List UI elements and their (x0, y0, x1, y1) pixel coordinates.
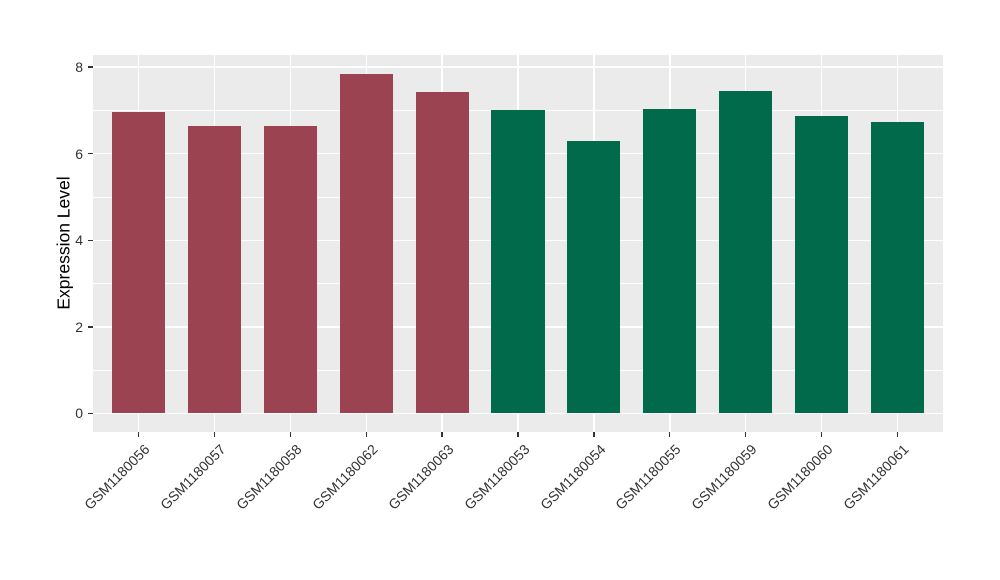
x-tick-mark (896, 432, 899, 437)
y-tick-label: 0 (75, 405, 83, 422)
x-tick-label: GSM1180053 (460, 441, 533, 513)
bar-GSM1180055 (643, 109, 697, 414)
bar-GSM1180057 (187, 126, 241, 414)
x-tick-label: GSM1180063 (384, 441, 457, 513)
x-tick-mark (365, 432, 367, 437)
y-tick-label: 8 (75, 59, 83, 76)
bar-GSM1180061 (870, 121, 925, 414)
x-tick-mark (137, 432, 140, 437)
x-tick-mark (213, 432, 216, 437)
x-tick-mark (441, 432, 443, 437)
x-tick-label: GSM1180061 (840, 441, 912, 513)
y-tick-label: 6 (75, 145, 83, 162)
x-tick-label: GSM1180058 (232, 441, 305, 513)
x-tick-label: GSM1180054 (536, 441, 609, 513)
x-tick-label: GSM1180057 (157, 441, 229, 513)
bar-GSM1180054 (567, 140, 621, 414)
y-tick-label: 4 (75, 232, 83, 249)
bar-GSM1180060 (795, 116, 849, 414)
x-tick-mark (669, 432, 671, 437)
bar-GSM1180056 (111, 111, 166, 414)
y-tick-mark (88, 412, 93, 415)
y-tick-label: 2 (75, 318, 83, 335)
x-tick-label: GSM1180055 (612, 441, 685, 513)
bar-GSM1180063 (415, 91, 469, 414)
x-tick-label: GSM1180060 (764, 441, 836, 513)
y-tick-mark (88, 239, 93, 241)
x-tick-label: GSM1180059 (688, 441, 761, 513)
y-tick-mark (88, 152, 93, 155)
x-tick-mark (744, 432, 747, 437)
bar-GSM1180053 (491, 109, 545, 414)
y-tick-mark (88, 66, 93, 68)
x-tick-label: GSM1180056 (81, 441, 153, 513)
bar-GSM1180062 (339, 74, 393, 414)
bar-GSM1180058 (263, 125, 317, 414)
x-tick-label: GSM1180062 (308, 441, 381, 513)
y-axis-title: Expression Level (53, 176, 74, 310)
x-tick-mark (289, 432, 291, 437)
y-tick-mark (88, 326, 93, 328)
bar-GSM1180059 (719, 90, 773, 414)
plot-panel (93, 55, 943, 432)
x-tick-mark (593, 432, 595, 437)
x-tick-mark (517, 432, 519, 437)
x-tick-mark (820, 432, 823, 437)
